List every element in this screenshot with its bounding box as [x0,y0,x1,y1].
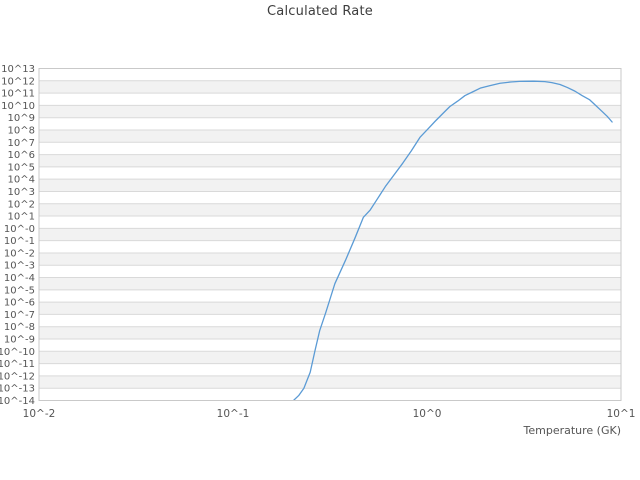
grid-band [39,289,621,303]
grid-band [39,228,621,241]
grid-band [39,302,621,315]
y-tick-label: 10^-2 [4,248,35,259]
grid-band [39,203,621,217]
y-tick-label: 10^-0 [4,224,35,235]
y-tick-label: 10^-12 [0,371,35,382]
rate-curve [292,80,613,401]
grid-band [39,93,621,106]
y-tick-label: 10^-13 [0,384,35,395]
y-tick-label: 10^8 [8,125,35,136]
grid-band [39,117,621,130]
grid-band [39,388,621,401]
y-tick-label: 10^6 [8,150,35,161]
y-tick-label: 10^-3 [4,261,35,272]
grid-band [39,105,621,118]
x-tick-label: 10^-1 [217,408,250,420]
y-tick-label: 10^-9 [4,335,35,346]
y-tick-label: 10^-5 [4,285,35,296]
grid-band [39,252,621,266]
grid-band [39,129,621,143]
y-tick-label: 10^-1 [4,236,35,247]
y-tick-label: 10^12 [1,76,35,87]
y-tick-label: 10^-7 [4,310,35,321]
grid-band [39,339,621,352]
y-tick-label: 10^13 [1,64,35,75]
grid-band [39,240,621,253]
x-tick-label: 10^0 [413,408,442,420]
grid-band [39,179,621,192]
y-tick-label: 10^-11 [0,359,35,370]
grid-band [39,351,621,364]
grid-band [39,80,621,94]
plot-border [38,68,622,401]
y-tick-label: 10^-10 [0,347,35,358]
chart-title: Calculated Rate [267,4,373,19]
x-tick-label: 10^1 [607,408,636,420]
grid-band [39,154,621,167]
y-tick-label: 10^-8 [4,322,35,333]
y-tick-label: 10^-14 [0,396,35,407]
y-tick-label: 10^1 [8,212,35,223]
x-tick-label: 10^-2 [23,408,56,420]
y-tick-label: 10^4 [8,175,35,186]
y-tick-label: 10^2 [8,199,35,210]
y-tick-label: 10^10 [1,101,35,112]
grid-band [39,314,621,327]
grid-band [39,265,621,278]
grid-band [39,363,621,376]
grid-band [39,277,621,290]
y-tick-label: 10^-6 [4,298,35,309]
grid-band [39,191,621,204]
grid-band [39,142,621,155]
y-tick-label: 10^3 [8,187,35,198]
grid-band [39,68,621,81]
grid-band [39,166,621,180]
y-tick-label: 10^5 [8,162,35,173]
grid-band [39,216,621,229]
grid-band [39,326,621,340]
y-tick-label: 10^-4 [4,273,35,284]
x-axis-title: Temperature (GK) [523,424,622,437]
y-tick-label: 10^7 [8,138,35,149]
y-tick-label: 10^9 [8,113,35,124]
y-tick-label: 10^11 [1,89,35,100]
grid-band [39,375,621,389]
